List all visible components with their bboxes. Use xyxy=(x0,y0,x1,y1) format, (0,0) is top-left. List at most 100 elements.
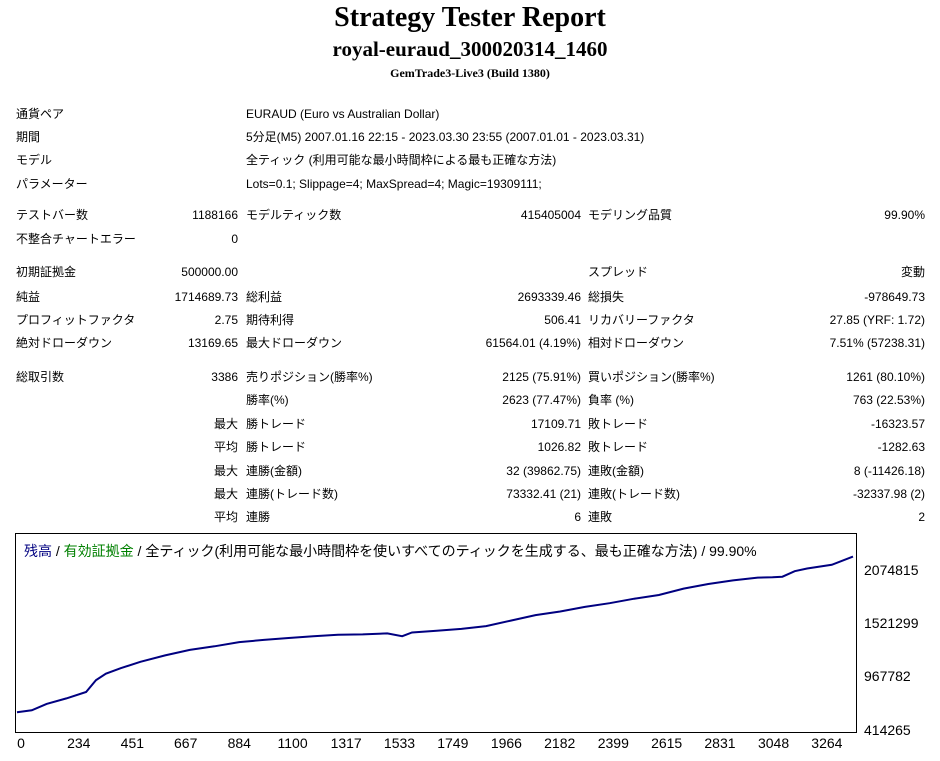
spread-value: 変動 xyxy=(900,265,925,279)
balance-chart: 残高 / 有効証拠金 / 全ティック(利用可能な最小時間枠を使いすべてのティック… xyxy=(15,533,857,733)
legend-equity: 有効証拠金 xyxy=(63,543,134,559)
consecutive-wins-count-label: 連勝(トレード数) xyxy=(246,487,338,501)
largest-win-label: 勝トレード xyxy=(246,417,307,431)
loss-rate-value: 763 (22.53%) xyxy=(852,393,925,407)
x-tick-label: 451 xyxy=(120,735,145,751)
largest-loss-value: -16323.57 xyxy=(870,417,925,431)
currency-pair-value: EURAUD (Euro vs Australian Dollar) xyxy=(246,107,440,121)
x-tick-label: 3264 xyxy=(811,735,843,751)
x-tick-label: 1317 xyxy=(330,735,362,751)
chart-legend: 残高 / 有効証拠金 / 全ティック(利用可能な最小時間枠を使いすべてのティック… xyxy=(24,541,757,561)
bars-value: 1188166 xyxy=(192,208,238,222)
average-label-2: 平均 xyxy=(213,510,238,524)
consecutive-wins-amount-label: 連勝(金額) xyxy=(246,464,302,478)
max-label-2: 最大 xyxy=(213,464,238,478)
x-tick-label: 3048 xyxy=(757,735,790,751)
ticks-label: モデルティック数 xyxy=(246,208,342,222)
long-positions-label: 買いポジション(勝率%) xyxy=(588,370,715,384)
long-positions-value: 1261 (80.10%) xyxy=(846,370,925,384)
ticks-value: 415405004 xyxy=(520,208,581,222)
report-subtitle: royal-euraud_300020314_1460 xyxy=(332,37,608,61)
quality-label: モデリング品質 xyxy=(588,208,673,222)
consecutive-losses-amount-label: 連敗(金額) xyxy=(588,464,644,478)
y-tick-label: 414265 xyxy=(864,722,911,738)
largest-loss-label: 敗トレード xyxy=(588,417,649,431)
quality-value: 99.90% xyxy=(884,208,925,222)
report-title: Strategy Tester Report xyxy=(334,2,606,33)
model-value: 全ティック (利用可能な最小時間枠による最も正確な方法) xyxy=(246,153,557,167)
profit-factor-label: プロフィットファクタ xyxy=(16,313,136,327)
legend-model-description: 全ティック(利用可能な最小時間枠を使いすべてのティックを生成する、最も正確な方法… xyxy=(145,543,757,559)
absolute-drawdown-label: 絶対ドローダウン xyxy=(16,336,113,350)
max-label-3: 最大 xyxy=(213,487,238,501)
parameters-value: Lots=0.1; Slippage=4; MaxSpread=4; Magic… xyxy=(246,177,542,191)
gross-loss-label: 総損失 xyxy=(588,290,625,304)
consecutive-losses-amount-value: 8 (-11426.18) xyxy=(853,464,925,478)
model-label: モデル xyxy=(16,153,53,167)
total-trades-value: 3386 xyxy=(211,370,238,384)
period-value: 5分足(M5) 2007.01.16 22:15 - 2023.03.30 23… xyxy=(246,130,645,144)
profit-factor-value: 2.75 xyxy=(214,313,238,327)
gross-profit-value: 2693339.46 xyxy=(517,290,581,304)
x-tick-label: 1966 xyxy=(490,735,522,751)
build-info: GemTrade3-Live3 (Build 1380) xyxy=(390,66,550,80)
average-win-value: 1026.82 xyxy=(537,440,581,454)
gross-profit-label: 総利益 xyxy=(246,290,283,304)
consecutive-wins-amount-value: 32 (39862.75) xyxy=(506,464,581,478)
parameters-label: パラメーター xyxy=(16,177,88,191)
y-tick-label: 1521299 xyxy=(864,615,919,631)
currency-pair-label: 通貨ペア xyxy=(16,107,65,121)
mismatch-label: 不整合チャートエラー xyxy=(16,232,136,246)
average-loss-value: -1282.63 xyxy=(877,440,925,454)
spread-label: スプレッド xyxy=(588,265,649,279)
average-consecutive-losses-label: 連敗 xyxy=(588,510,613,524)
largest-win-value: 17109.71 xyxy=(530,417,581,431)
y-tick-label: 2074815 xyxy=(864,562,919,578)
max-drawdown-value: 61564.01 (4.19%) xyxy=(485,336,581,350)
average-win-label: 勝トレード xyxy=(246,440,307,454)
average-consecutive-wins-value: 6 xyxy=(574,510,581,524)
x-tick-label: 667 xyxy=(173,735,198,751)
consecutive-losses-count-label: 連敗(トレード数) xyxy=(588,487,680,501)
balance-series-line xyxy=(16,555,854,714)
legend-balance: 残高 xyxy=(24,543,52,559)
x-tick-label: 1100 xyxy=(277,735,308,751)
total-trades-label: 総取引数 xyxy=(16,370,65,384)
x-tick-label: 2831 xyxy=(704,735,736,751)
x-tick-label: 0 xyxy=(17,735,25,751)
deposit-value: 500000.00 xyxy=(181,265,238,279)
net-profit-value: 1714689.73 xyxy=(174,290,238,304)
mismatch-value: 0 xyxy=(231,232,238,246)
legend-separator: / xyxy=(52,543,64,559)
recovery-factor-value: 27.85 (YRF: 1.72) xyxy=(829,313,925,327)
average-consecutive-losses-value: 2 xyxy=(918,510,925,524)
expected-payoff-label: 期待利得 xyxy=(246,313,295,327)
short-positions-value: 2125 (75.91%) xyxy=(502,370,581,384)
x-tick-label: 1749 xyxy=(437,735,469,751)
bars-label: テストバー数 xyxy=(16,208,89,222)
average-consecutive-wins-label: 連勝 xyxy=(246,510,271,524)
average-loss-label: 敗トレード xyxy=(588,440,649,454)
consecutive-losses-count-value: -32337.98 (2) xyxy=(852,487,925,501)
deposit-label: 初期証拠金 xyxy=(16,265,77,279)
max-label: 最大 xyxy=(213,417,238,431)
x-tick-label: 2399 xyxy=(597,735,629,751)
period-label: 期間 xyxy=(16,130,41,144)
relative-drawdown-label: 相対ドローダウン xyxy=(588,336,685,350)
average-label: 平均 xyxy=(213,440,238,454)
y-tick-label: 967782 xyxy=(864,668,911,684)
legend-separator-2: / xyxy=(133,543,146,559)
x-tick-label: 884 xyxy=(227,735,251,751)
expected-payoff-value: 506.41 xyxy=(544,313,581,327)
relative-drawdown-value: 7.51% (57238.31) xyxy=(829,336,925,350)
short-positions-label: 売りポジション(勝率%) xyxy=(246,370,373,384)
x-tick-label: 1533 xyxy=(383,735,416,751)
max-drawdown-label: 最大ドローダウン xyxy=(246,336,343,350)
absolute-drawdown-value: 13169.65 xyxy=(187,336,238,350)
net-profit-label: 純益 xyxy=(16,290,41,304)
win-rate-label: 勝率(%) xyxy=(246,393,289,407)
x-tick-label: 2182 xyxy=(544,735,576,751)
consecutive-wins-count-value: 73332.41 (21) xyxy=(506,487,581,501)
balance-chart-plot xyxy=(16,555,854,714)
gross-loss-value: -978649.73 xyxy=(864,290,925,304)
